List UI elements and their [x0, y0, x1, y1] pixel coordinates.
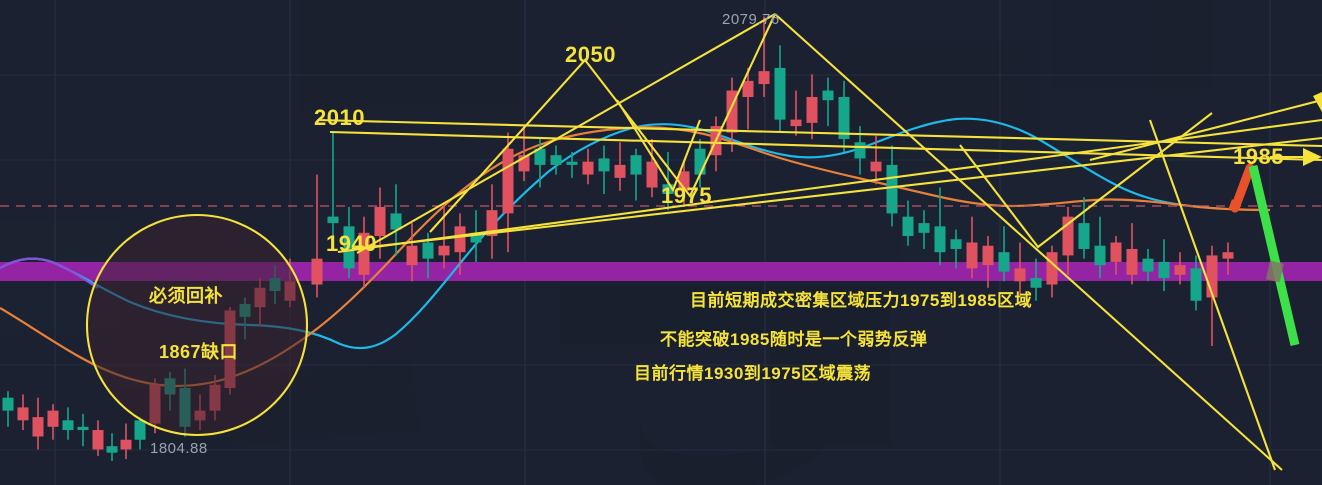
candle	[1094, 216, 1106, 279]
candle	[758, 16, 770, 97]
candle	[77, 413, 89, 447]
candle	[518, 126, 530, 182]
candle	[106, 433, 118, 461]
candle	[1046, 245, 1058, 298]
annotation-1867-gap: 1867缺口	[159, 342, 239, 362]
commentary-line-2: 不能突破1985随时是一个弱势反弹	[660, 330, 928, 349]
candle	[902, 200, 914, 246]
commentary-line-3: 目前行情1930到1975区域震荡	[634, 364, 872, 383]
candle	[934, 187, 946, 266]
candle	[438, 203, 450, 269]
candle	[92, 420, 104, 456]
candle	[998, 226, 1010, 282]
candle	[1222, 242, 1234, 275]
candle	[1078, 197, 1090, 259]
candle	[838, 80, 850, 152]
candle	[343, 206, 355, 279]
arrow-up-red	[1228, 163, 1255, 213]
candle	[311, 174, 323, 298]
candle	[1110, 236, 1122, 275]
candle	[918, 210, 930, 249]
candle	[598, 145, 610, 194]
arrowhead-1985	[1303, 148, 1322, 166]
annotation-must-fill: 必须回补	[149, 286, 223, 306]
candle	[470, 210, 482, 262]
candle	[806, 74, 818, 140]
trendline-right-top	[1089, 98, 1322, 162]
trendline-peak-left	[356, 13, 776, 254]
candle	[454, 213, 466, 275]
candle	[1014, 242, 1026, 295]
candle	[120, 423, 132, 460]
candle	[550, 145, 562, 175]
candle	[630, 148, 642, 201]
candle	[2, 391, 14, 427]
commentary-line-1: 目前短期成交密集区域压力1975到1985区域	[690, 291, 1033, 310]
candle	[822, 77, 834, 127]
level-label-1975: 1975	[661, 183, 712, 208]
candle	[1158, 239, 1170, 291]
candle	[566, 151, 578, 178]
candle	[1142, 248, 1154, 282]
candle	[1174, 252, 1186, 285]
candle	[886, 145, 898, 227]
price-label-low: 1804.88	[150, 440, 208, 457]
candle	[950, 229, 962, 269]
candle	[790, 90, 802, 136]
candle	[582, 148, 594, 185]
level-label-2050: 2050	[565, 42, 616, 67]
candle	[694, 139, 706, 188]
zigzag-2050	[429, 13, 776, 233]
green-band-overlay	[1265, 260, 1284, 283]
candle	[1190, 255, 1202, 311]
candle	[534, 139, 546, 188]
candle	[678, 161, 690, 207]
candle	[32, 397, 44, 450]
candle	[486, 184, 498, 259]
candle	[62, 407, 74, 440]
candle	[646, 139, 658, 198]
candle	[774, 45, 786, 133]
trendline-support-1940	[351, 136, 1322, 251]
candle	[726, 77, 738, 152]
candle	[870, 135, 882, 185]
candle	[1062, 206, 1074, 275]
candle	[358, 216, 370, 288]
zigzag-1975	[616, 99, 701, 193]
candle	[327, 132, 339, 243]
level-label-1985: 1985	[1233, 144, 1284, 169]
candle	[134, 417, 146, 450]
level-label-1940: 1940	[326, 231, 377, 256]
ma-violet-segment	[0, 257, 99, 289]
level-label-2010: 2010	[314, 105, 365, 130]
trendline-right-descending	[1149, 119, 1276, 471]
candle	[1126, 223, 1138, 285]
candle	[17, 394, 29, 431]
candle	[1030, 258, 1042, 301]
candle	[614, 142, 626, 191]
price-label-high: 2079.76	[722, 11, 780, 28]
candle	[982, 236, 994, 288]
candle	[406, 223, 418, 282]
arrow-down-green	[1248, 164, 1300, 347]
trendline-peak-right	[774, 13, 1283, 471]
candle	[502, 132, 514, 253]
candle	[47, 404, 59, 440]
zigzag-right-v	[959, 112, 1213, 249]
candle	[742, 67, 754, 130]
candle	[966, 216, 978, 279]
arrowhead-top-right	[1313, 92, 1322, 112]
